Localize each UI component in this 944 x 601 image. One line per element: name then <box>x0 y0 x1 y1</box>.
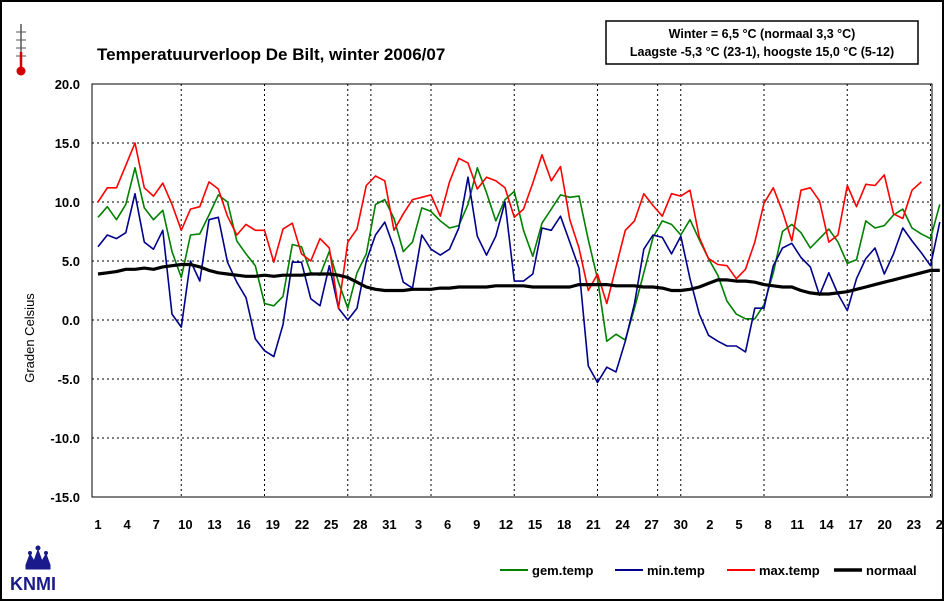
crown-icon <box>25 545 51 570</box>
series-line-gem <box>97 167 941 343</box>
series-lines <box>97 142 941 384</box>
y-axis-label: Graden Celsius <box>22 293 37 383</box>
x-tick-label: 26 <box>936 517 942 532</box>
y-tick-label: -15.0 <box>50 490 80 505</box>
knmi-logo-text: KNMI <box>10 574 56 594</box>
y-tick-label: 10.0 <box>55 195 80 210</box>
x-axis-ticks: 1 4 7 10 13 16 19 22 25 28 31 3 6 9 12 15 18 21 24 27 30 2 5 8 1… <box>94 517 942 532</box>
x-tick-label: 22 <box>295 517 309 532</box>
legend-item-max: max.temp <box>727 563 820 578</box>
legend-item-normaal: normaal <box>834 563 917 578</box>
info-line-2: Laagste -5,3 °C (23-1), hoogste 15,0 °C … <box>630 45 894 59</box>
y-tick-label: -5.0 <box>58 372 80 387</box>
x-tick-label: 31 <box>382 517 396 532</box>
x-tick-label: 16 <box>236 517 250 532</box>
y-tick-label: 0.0 <box>62 313 80 328</box>
x-tick-label: 24 <box>615 517 630 532</box>
x-tick-label: 23 <box>907 517 921 532</box>
x-tick-label: 4 <box>124 517 132 532</box>
series-line-max <box>97 142 922 310</box>
legend-item-min: min.temp <box>615 563 705 578</box>
x-tick-label: 13 <box>207 517 221 532</box>
knmi-logo: KNMI <box>10 545 56 594</box>
legend-label-max: max.temp <box>759 563 820 578</box>
y-tick-label: 5.0 <box>62 254 80 269</box>
x-tick-label: 7 <box>153 517 160 532</box>
x-tick-label: 20 <box>877 517 891 532</box>
plot-area <box>91 83 933 498</box>
x-tick-label: 3 <box>415 517 422 532</box>
legend-label-min: min.temp <box>647 563 705 578</box>
grid <box>92 84 932 497</box>
x-tick-label: 1 <box>94 517 101 532</box>
legend: gem.temp min.temp max.temp normaal <box>500 563 917 578</box>
y-axis-ticks: 20.0 15.0 10.0 5.0 0.0 -5.0 -10.0 -15.0 <box>50 77 80 505</box>
y-tick-label: -10.0 <box>50 431 80 446</box>
x-tick-label: 5 <box>735 517 742 532</box>
info-box: Winter = 6,5 °C (normaal 3,3 °C) Laagste… <box>605 20 919 65</box>
x-tick-label: 11 <box>790 517 804 532</box>
legend-item-gem: gem.temp <box>500 563 593 578</box>
legend-label-normaal: normaal <box>866 563 917 578</box>
x-tick-label: 15 <box>528 517 542 532</box>
x-tick-label: 30 <box>674 517 688 532</box>
x-tick-label: 10 <box>178 517 192 532</box>
x-tick-label: 8 <box>765 517 772 532</box>
x-tick-label: 28 <box>353 517 367 532</box>
y-tick-label: 20.0 <box>55 77 80 92</box>
x-tick-label: 27 <box>644 517 658 532</box>
legend-label-gem: gem.temp <box>532 563 593 578</box>
x-tick-label: 12 <box>499 517 513 532</box>
x-tick-label: 9 <box>473 517 480 532</box>
x-tick-label: 21 <box>586 517 600 532</box>
series-line-normaal <box>97 262 940 296</box>
info-line-1: Winter = 6,5 °C (normaal 3,3 °C) <box>669 27 856 41</box>
x-tick-label: 14 <box>819 517 834 532</box>
series-line-min <box>97 176 941 384</box>
x-tick-label: 17 <box>848 517 862 532</box>
thermometer-icon <box>16 24 26 76</box>
x-tick-label: 19 <box>266 517 280 532</box>
x-tick-label: 25 <box>324 517 338 532</box>
chart-title: Temperatuurverloop De Bilt, winter 2006/… <box>97 45 445 64</box>
x-tick-label: 2 <box>706 517 713 532</box>
y-tick-label: 15.0 <box>55 136 80 151</box>
x-tick-label: 6 <box>444 517 451 532</box>
x-tick-label: 18 <box>557 517 571 532</box>
